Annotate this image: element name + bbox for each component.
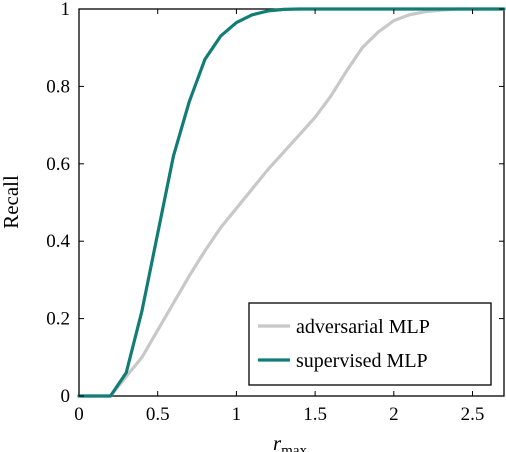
x-tick-label: 0.5 [146,404,170,425]
y-tick-label: 0 [61,386,71,407]
ticks-layer: 0 0.5 1 1.5 2 2.5 0 0.2 0.4 0.6 0.8 1 [46,0,504,425]
series-line-supervised-mlp [77,7,506,398]
x-axis-label-subscript: max [281,443,307,452]
x-tick-label: 2 [389,404,399,425]
x-axis-label-main: r [273,431,282,452]
legend: adversarial MLP supervised MLP [248,302,492,386]
x-tick-label: 0 [74,404,84,425]
x-axis-label: rmax [273,431,308,452]
y-tick-label: 0.8 [46,76,70,97]
x-tick-label: 2.5 [461,404,485,425]
series-layer [77,7,506,398]
series-line-adversarial-mlp [77,7,506,398]
y-tick-label: 0.6 [46,154,70,175]
y-axis-label: Recall [0,175,23,229]
y-tick-label: 0.2 [46,309,70,330]
x-tick-label: 1.5 [303,404,327,425]
x-tick-label: 1 [232,404,242,425]
legend-label-adversarial: adversarial MLP [296,316,430,338]
y-tick-label: 0.4 [46,231,70,252]
legend-box [248,302,492,386]
y-tick-label: 1 [61,0,71,20]
legend-label-supervised: supervised MLP [296,350,428,372]
